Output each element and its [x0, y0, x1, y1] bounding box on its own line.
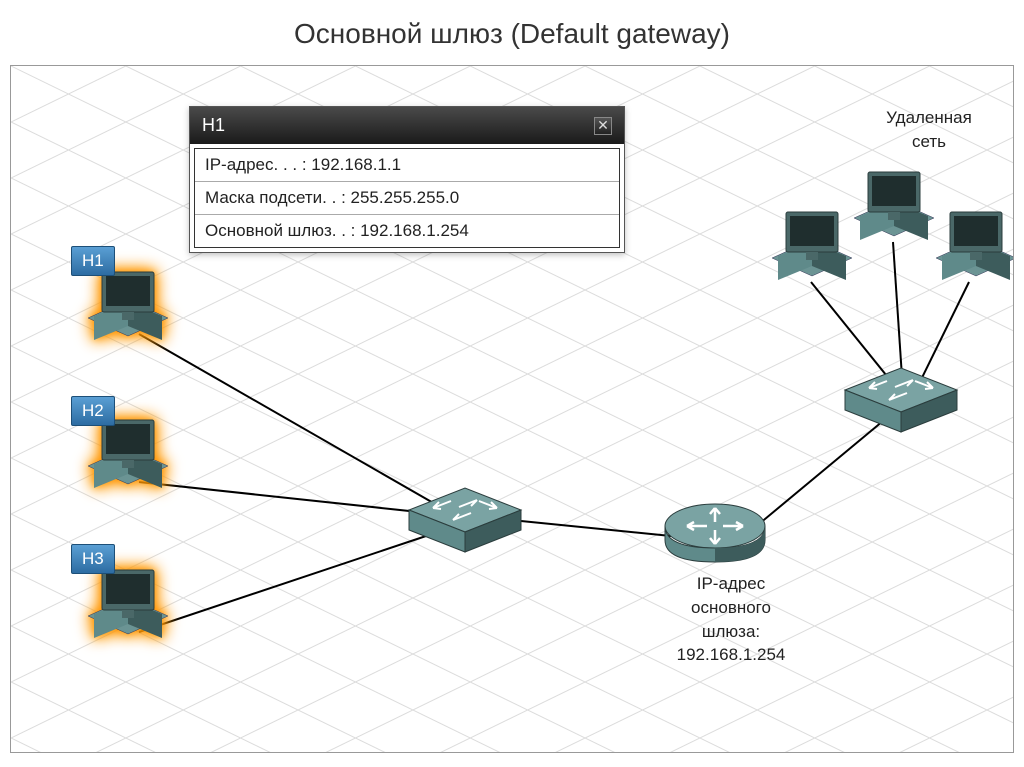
host-h2-icon: [83, 414, 173, 494]
host-h1-icon: [83, 266, 173, 346]
close-icon[interactable]: ✕: [594, 117, 612, 135]
gateway-label-line2: основного: [651, 596, 811, 620]
diagram-canvas: H1 H2 H3 Удаленная сеть IP-адрес основно…: [10, 65, 1014, 753]
switch-local-icon: [405, 484, 525, 556]
gateway-label-line1: IP-адрес: [651, 572, 811, 596]
remote-network-label-line1: Удаленная: [849, 106, 1009, 130]
panel-titlebar: H1 ✕: [190, 107, 624, 144]
host-h2-badge: H2: [71, 396, 115, 426]
host-info-panel: H1 ✕ IP-адрес. . . : 192.168.1.1 Маска п…: [189, 106, 625, 253]
switch-remote-icon: [841, 364, 961, 436]
remote-pc-3-icon: [931, 206, 1014, 286]
panel-body: IP-адрес. . . : 192.168.1.1 Маска подсет…: [194, 148, 620, 248]
gateway-label-line3: шлюза:: [651, 620, 811, 644]
host-h3-icon: [83, 564, 173, 644]
gateway-label: IP-адрес основного шлюза: 192.168.1.254: [651, 572, 811, 667]
panel-title-text: H1: [202, 115, 225, 136]
panel-row-ip: IP-адрес. . . : 192.168.1.1: [195, 149, 619, 182]
page-title: Основной шлюз (Default gateway): [0, 0, 1024, 60]
gateway-label-ip: 192.168.1.254: [651, 643, 811, 667]
remote-network-label-line2: сеть: [849, 130, 1009, 154]
remote-network-label: Удаленная сеть: [849, 106, 1009, 154]
host-h1-badge: H1: [71, 246, 115, 276]
panel-row-gateway: Основной шлюз. . : 192.168.1.254: [195, 215, 619, 247]
remote-pc-1-icon: [767, 206, 857, 286]
router-icon: [661, 494, 769, 566]
panel-row-mask: Маска подсети. . : 255.255.255.0: [195, 182, 619, 215]
host-h3-badge: H3: [71, 544, 115, 574]
remote-pc-2-icon: [849, 166, 939, 246]
